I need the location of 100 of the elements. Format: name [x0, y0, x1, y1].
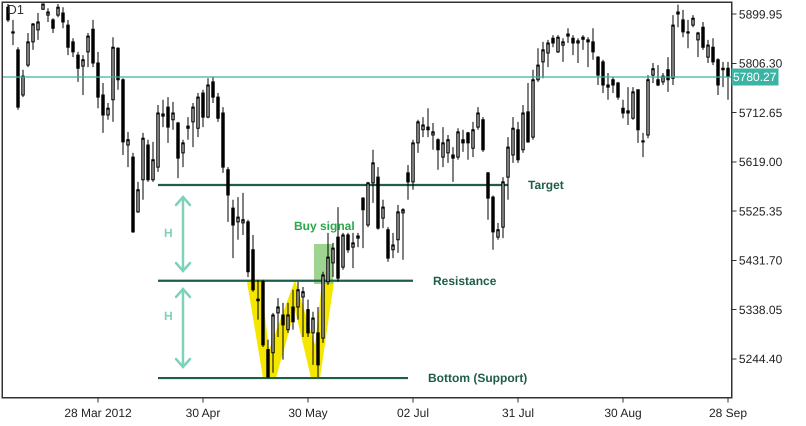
candlestick: [186, 116, 190, 140]
candlestick: [101, 82, 105, 134]
candlestick: [211, 76, 215, 104]
candlestick: [576, 38, 580, 64]
candlestick: [76, 51, 80, 82]
candlestick: [521, 104, 525, 154]
y-tick-label: 5431.70: [738, 254, 783, 268]
candlestick: [236, 196, 240, 240]
candlestick: [471, 121, 475, 158]
candlestick: [231, 199, 235, 259]
x-tick-label: 28 Mar 2012: [64, 406, 132, 420]
candlestick: [61, 6, 65, 29]
candlestick: [506, 136, 510, 200]
candlestick: [526, 82, 530, 144]
candlestick: [446, 134, 450, 164]
candlestick: [621, 99, 625, 119]
candlestick: [406, 164, 410, 200]
candlestick: [286, 302, 290, 334]
candlestick: [71, 38, 75, 58]
candlestick: [386, 226, 390, 262]
candlestick: [696, 31, 700, 58]
candlestick: [316, 306, 320, 378]
candlestick: [501, 176, 505, 239]
candlestick: [596, 56, 600, 86]
candlestick: [266, 339, 270, 379]
y-tick-label: 5712.65: [738, 106, 783, 120]
ref-line-label: 5780.27: [733, 70, 777, 84]
annotation: H: [164, 309, 173, 323]
candlestick: [496, 222, 500, 240]
candlestick: [666, 56, 670, 92]
candlestick: [656, 64, 660, 87]
candlestick: [66, 19, 70, 56]
candlestick: [606, 72, 610, 100]
y-tick-label: 5899.95: [738, 7, 783, 22]
candlestick: [301, 286, 305, 338]
candlestick: [586, 36, 590, 68]
candlestick: [226, 166, 230, 222]
candlestick: [651, 62, 655, 84]
candlestick: [241, 192, 245, 236]
candlestick: [546, 39, 550, 68]
candlestick: [541, 41, 545, 79]
candlestick: [171, 101, 175, 130]
candlestick: [516, 121, 520, 164]
candlestick: [351, 232, 355, 269]
candlestick: [281, 302, 285, 360]
candlestick: [691, 14, 695, 28]
candlestick: [396, 204, 400, 254]
candlestick: [36, 12, 40, 40]
candlestick: [451, 146, 455, 182]
candlestick: [536, 48, 540, 82]
ref-line-label: Bottom (Support): [428, 371, 528, 385]
candlestick: [441, 126, 445, 168]
candlestick: [676, 4, 680, 28]
candlestick: [201, 89, 205, 128]
candlestick: [671, 14, 675, 86]
candlestick: [81, 54, 85, 96]
candlestick: [486, 171, 490, 220]
candlestick: [306, 299, 310, 338]
candlestick: [46, 8, 50, 22]
candlestick: [126, 131, 130, 168]
candlestick: [711, 38, 715, 66]
candlestick: [431, 122, 435, 150]
candlestick: [411, 139, 415, 190]
candlestick: [106, 102, 110, 120]
candlestick: [136, 181, 140, 214]
candlestick: [96, 51, 100, 109]
candlestick: [376, 166, 380, 230]
candlestick: [291, 289, 295, 330]
candlestick: [206, 78, 210, 119]
annotation: H: [164, 226, 173, 240]
ref-line-label: Target: [528, 178, 564, 192]
candlestick: [256, 279, 260, 320]
candlestick: [251, 234, 255, 292]
candlestick: [31, 22, 35, 50]
candlestick: [121, 78, 125, 156]
candlestick: [611, 76, 615, 94]
y-tick-label: 5244.40: [738, 352, 783, 366]
candlestick: [681, 9, 685, 38]
candlestick: [111, 36, 115, 122]
candlestick: [196, 92, 200, 138]
candlestick: [391, 232, 395, 259]
candlestick: [721, 61, 725, 88]
candlestick: [551, 34, 555, 48]
candlestick: [491, 195, 495, 250]
candlestick: [706, 39, 710, 64]
candlestick: [331, 242, 335, 278]
y-tick-label: 5525.35: [738, 204, 783, 218]
candlestick: [181, 139, 185, 168]
candlestick: [271, 312, 275, 374]
y-tick-label: 5806.30: [738, 56, 783, 71]
candlestick: [191, 102, 195, 148]
candlestick: [466, 131, 470, 160]
candlestick: [221, 106, 225, 174]
candlestick: [571, 34, 575, 56]
x-tick-label: 28 Sep: [708, 406, 748, 420]
candlestick: [416, 119, 420, 154]
candlestick: [51, 18, 55, 34]
candlestick: [116, 46, 120, 90]
candlestick: [91, 19, 95, 68]
y-tick-label: 5338.05: [738, 302, 783, 317]
